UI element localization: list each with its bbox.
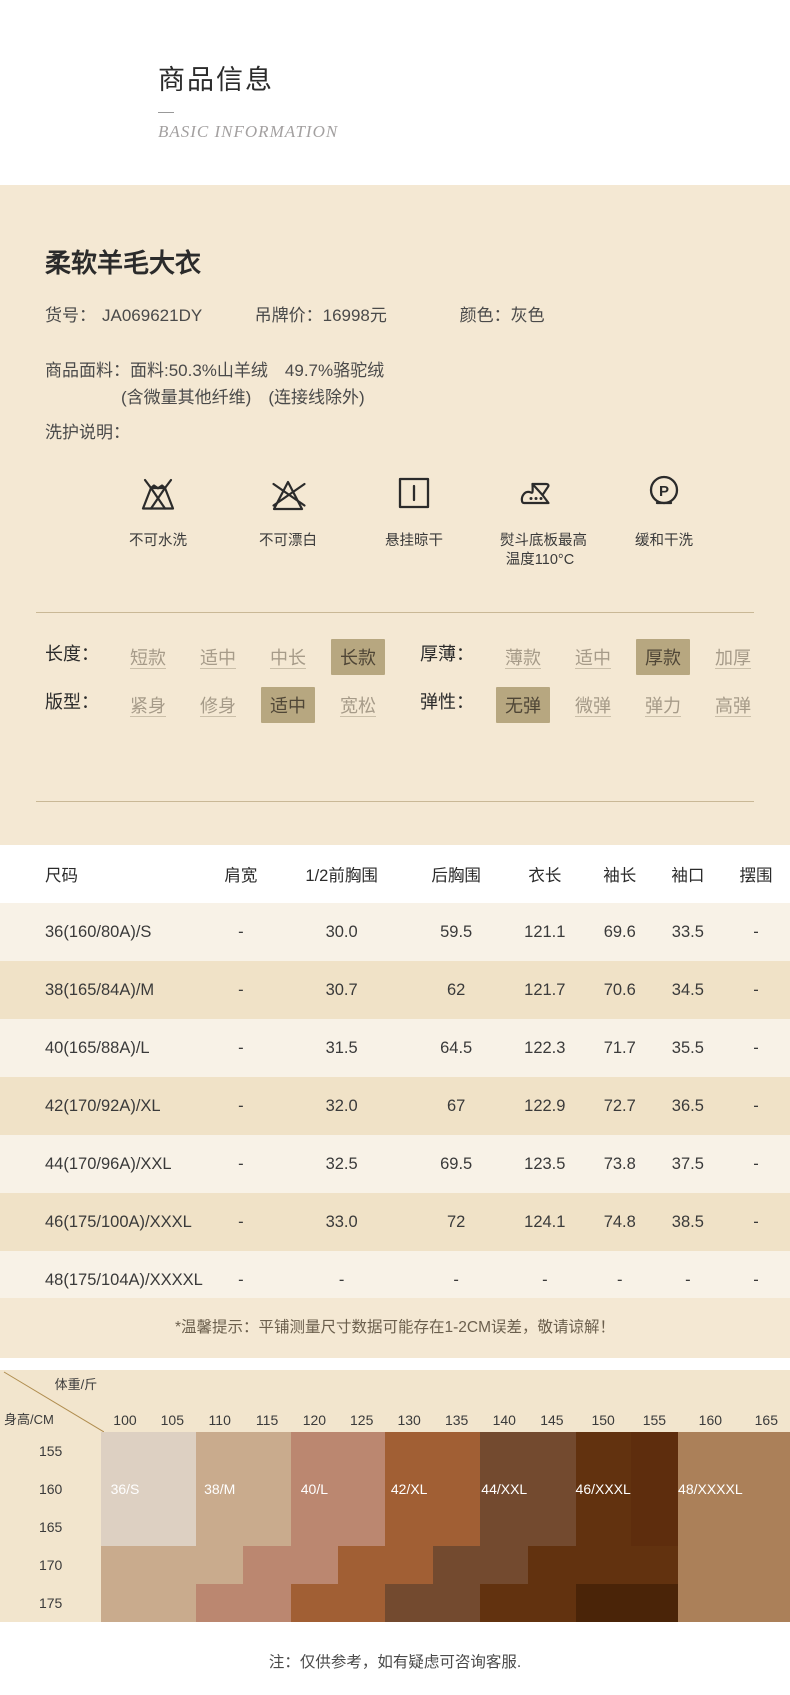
svg-text:P: P [659,483,669,500]
